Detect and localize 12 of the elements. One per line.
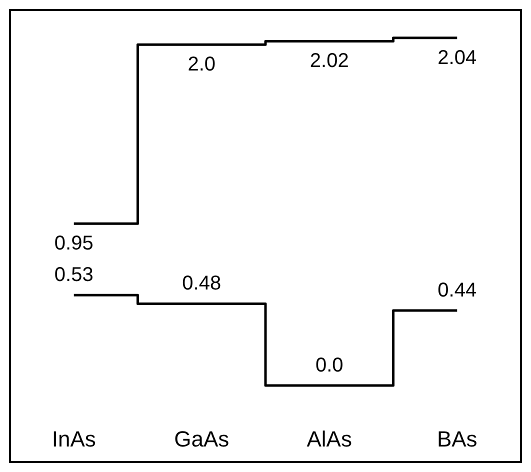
x-tick-label: InAs: [52, 426, 96, 452]
x-tick-label: BAs: [436, 426, 478, 452]
data-label: 0.95: [54, 232, 94, 255]
data-label: 0.48: [182, 272, 222, 295]
x-tick-label: GaAs: [174, 426, 230, 452]
data-label: 2.04: [438, 46, 477, 69]
data-label: 2.0: [188, 54, 216, 76]
data-label: 0.0: [315, 354, 344, 377]
x-tick-label: AlAs: [306, 426, 352, 452]
data-label: 2.02: [310, 50, 349, 72]
data-label: 0.53: [54, 264, 94, 286]
data-label: 0.44: [438, 280, 477, 302]
